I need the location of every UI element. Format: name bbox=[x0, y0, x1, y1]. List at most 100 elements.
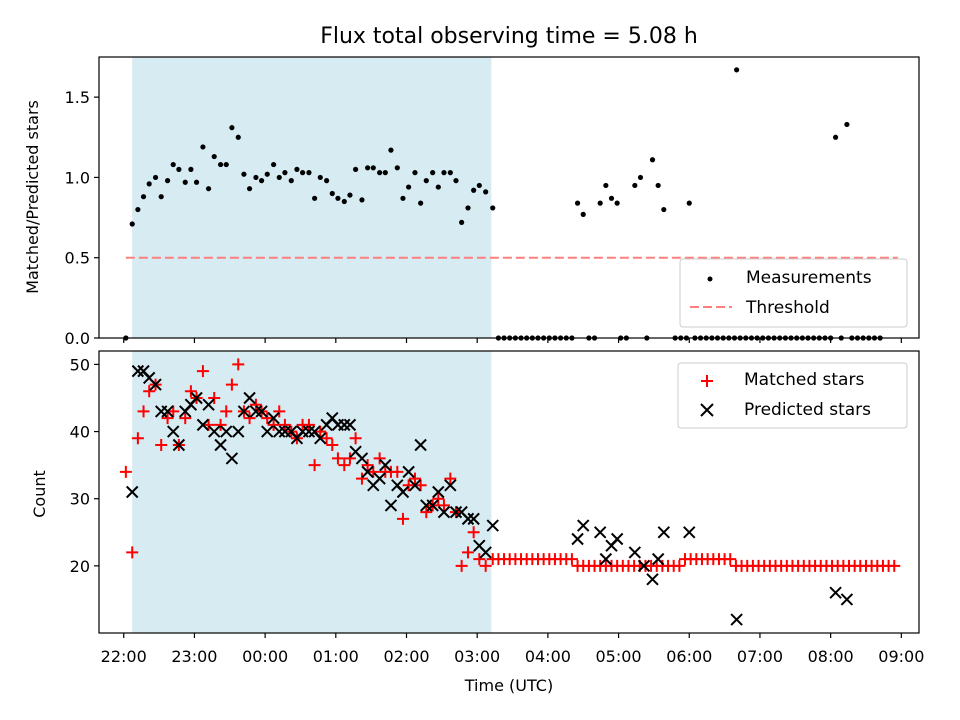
matched-star-point bbox=[479, 559, 492, 572]
predicted-star-point bbox=[657, 526, 671, 539]
measurement-point bbox=[423, 178, 429, 184]
measurement-point bbox=[341, 198, 347, 205]
matched-star-point bbox=[414, 479, 427, 492]
measurement-point bbox=[382, 170, 388, 176]
measurement-point bbox=[632, 182, 638, 189]
predicted-star-point bbox=[593, 526, 607, 539]
predicted-star-point bbox=[190, 391, 203, 405]
predicted-star-point bbox=[829, 586, 842, 599]
measurement-point bbox=[686, 200, 692, 206]
measurement-point bbox=[435, 184, 441, 190]
matched-star-point bbox=[232, 358, 245, 371]
x-tick-label: 03:00 bbox=[454, 647, 500, 666]
predicted-star-point bbox=[314, 432, 327, 445]
measurement-point bbox=[317, 174, 323, 181]
predicted-star-point bbox=[126, 485, 139, 499]
matched-star-point bbox=[167, 405, 180, 418]
measurement-point bbox=[176, 166, 182, 172]
matched-star-point bbox=[273, 405, 286, 418]
measurement-point bbox=[158, 194, 164, 200]
matched-star-point bbox=[196, 365, 209, 378]
predicted-star-point bbox=[577, 519, 590, 532]
matched-star-point bbox=[249, 398, 262, 411]
matched-star-point bbox=[131, 432, 144, 445]
matched-star-point bbox=[420, 506, 433, 519]
measurement-point bbox=[359, 197, 365, 203]
measurement-point bbox=[603, 182, 609, 189]
top-x-ticks bbox=[123, 338, 902, 343]
measurement-point bbox=[365, 165, 371, 171]
matched-star-point bbox=[119, 465, 132, 478]
matched-star-point bbox=[473, 553, 486, 566]
measurement-point bbox=[614, 200, 620, 206]
matched-star-point bbox=[267, 418, 280, 431]
predicted-star-point bbox=[628, 546, 642, 559]
predicted-star-point bbox=[840, 593, 854, 606]
measurement-point bbox=[471, 187, 477, 193]
measurement-point bbox=[258, 178, 265, 184]
y-tick-label: 0.5 bbox=[65, 249, 90, 268]
predicted-star-point bbox=[651, 552, 665, 566]
measurement-point bbox=[441, 170, 447, 176]
bottom-legend-box bbox=[677, 362, 908, 429]
measurement-point bbox=[188, 166, 194, 172]
measurement-point bbox=[235, 134, 241, 140]
measurement-point bbox=[649, 157, 656, 163]
measurement-point bbox=[129, 221, 135, 227]
matched-star-point bbox=[202, 418, 215, 431]
predicted-star-point bbox=[571, 532, 584, 546]
bottom-legend: Matched stars Predicted stars bbox=[677, 362, 908, 429]
top-axes-frame bbox=[98, 56, 920, 339]
measurement-point bbox=[223, 161, 229, 168]
measurement-point bbox=[253, 174, 259, 181]
predicted-star-point bbox=[161, 405, 174, 418]
measurement-point bbox=[465, 205, 471, 211]
predicted-star-point bbox=[232, 425, 245, 438]
measurement-point bbox=[140, 194, 147, 200]
matched-star-point bbox=[208, 392, 221, 404]
matched-star-point bbox=[391, 465, 404, 478]
matched-star-point bbox=[314, 425, 327, 438]
predicted-star-point bbox=[273, 425, 286, 438]
predicted-star-point bbox=[683, 526, 696, 539]
predicted-star-point bbox=[267, 411, 280, 425]
predicted-star-point bbox=[131, 364, 145, 378]
predicted-star-point bbox=[384, 499, 398, 512]
predicted-star-point bbox=[467, 512, 480, 526]
predicted-stars-points bbox=[126, 364, 854, 626]
predicted-star-point bbox=[361, 465, 374, 479]
y-tick-label: 40 bbox=[70, 423, 90, 442]
x-tick-label: 09:00 bbox=[878, 647, 924, 666]
bottom-y-ticks: 20 30 40 50 bbox=[70, 355, 99, 576]
predicted-star-point bbox=[243, 391, 256, 405]
predicted-star-point bbox=[461, 512, 475, 526]
predicted-star-point bbox=[449, 505, 463, 519]
predicted-star-point bbox=[220, 425, 233, 438]
predicted-star-point bbox=[208, 425, 221, 438]
measurement-point bbox=[394, 165, 400, 171]
measurement-point bbox=[734, 67, 740, 73]
matched-star-point bbox=[444, 472, 457, 485]
measurement-point bbox=[324, 178, 330, 184]
matched-star-point bbox=[179, 412, 192, 425]
top-panel: 0.0 0.5 1.0 1.5 Matched/Predicted stars Mea… bbox=[23, 56, 920, 348]
y-tick-label: 1.0 bbox=[65, 168, 90, 187]
measurement-point bbox=[294, 166, 300, 172]
predicted-star-point bbox=[214, 438, 227, 452]
predicted-star-point bbox=[255, 405, 268, 418]
threshold-legend-label: Threshold bbox=[745, 298, 830, 318]
predicted-star-point bbox=[338, 418, 351, 432]
x-tick-label: 05:00 bbox=[596, 647, 642, 666]
y-tick-label: 1.5 bbox=[65, 88, 90, 107]
matched-star-point bbox=[437, 499, 450, 512]
y-tick-label: 30 bbox=[70, 490, 90, 509]
matched-star-point bbox=[302, 418, 315, 431]
measurement-point bbox=[271, 161, 277, 168]
measurement-point bbox=[170, 161, 176, 168]
matched-star-point bbox=[396, 512, 409, 525]
matched-star-point bbox=[137, 405, 150, 418]
y-tick-label: 50 bbox=[70, 355, 90, 374]
measurement-point bbox=[205, 186, 212, 192]
measurement-point bbox=[246, 186, 253, 192]
matched-star-point bbox=[214, 418, 227, 431]
